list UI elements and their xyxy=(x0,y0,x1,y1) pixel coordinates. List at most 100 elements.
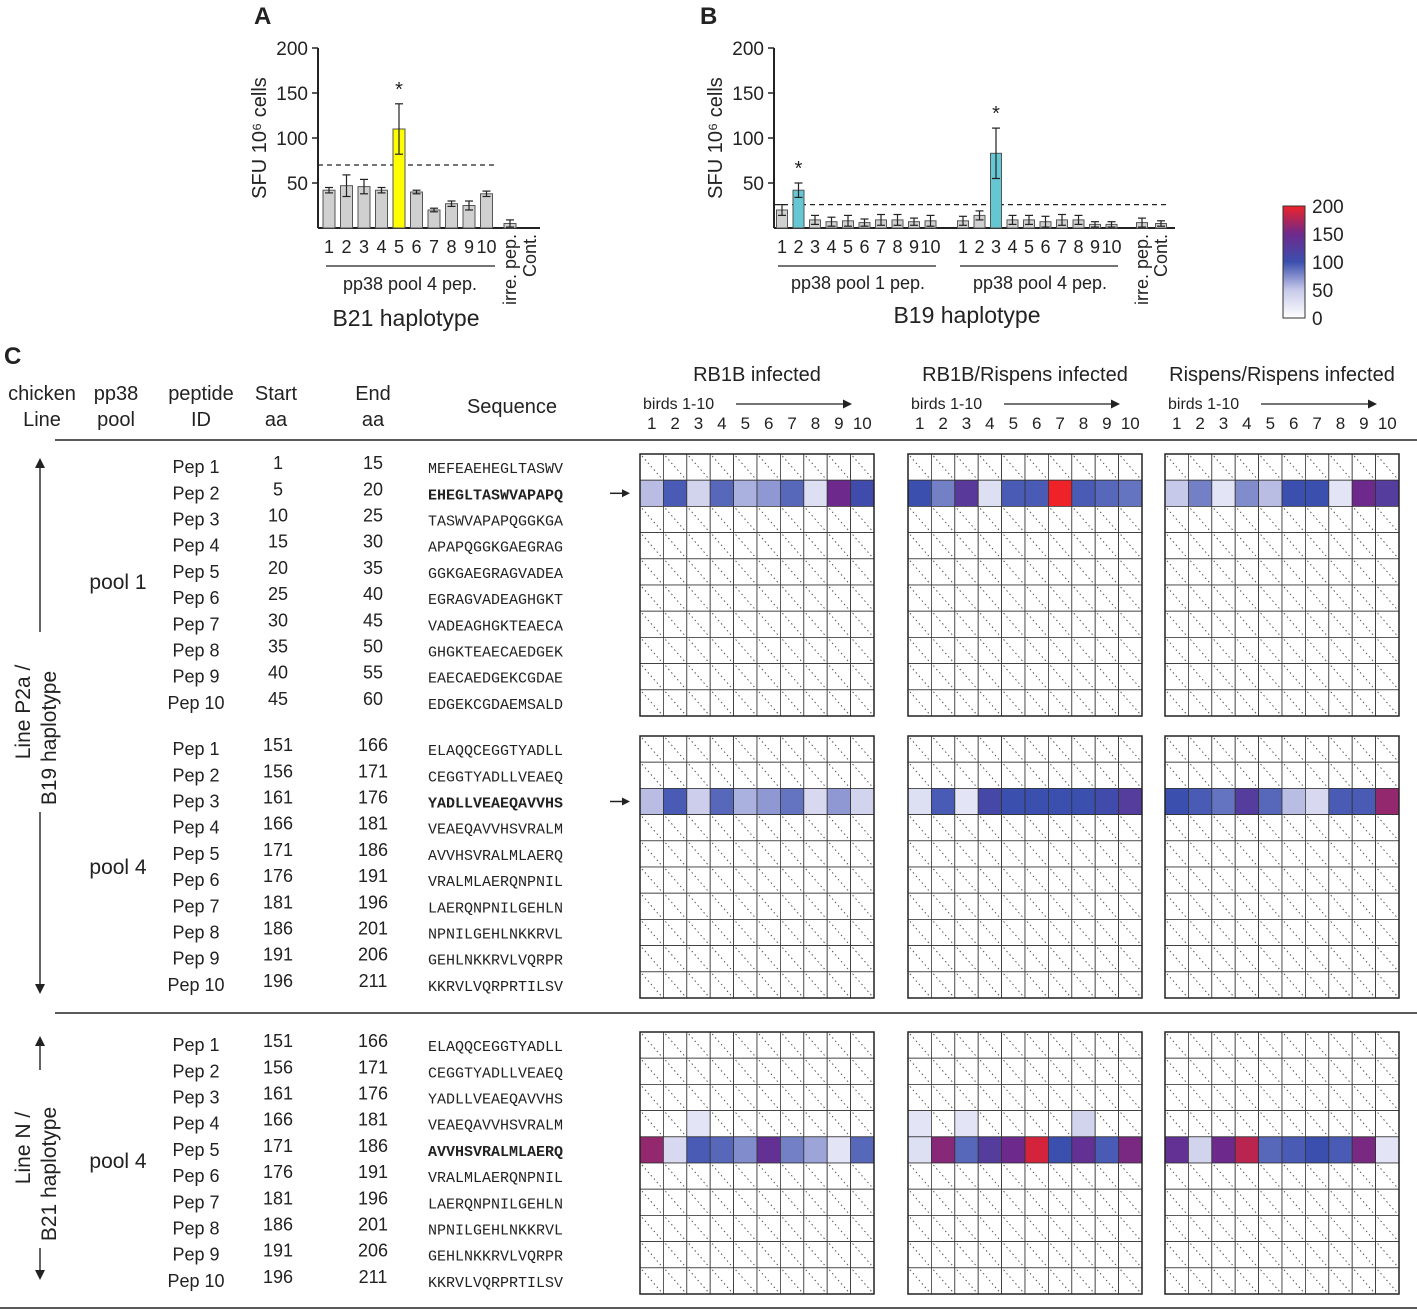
x-tick-label: 2 xyxy=(793,237,803,257)
empty-cell-diagonal xyxy=(1283,1269,1304,1293)
start-aa: 156 xyxy=(263,1057,293,1077)
empty-cell-diagonal xyxy=(909,1243,930,1267)
peptide-sequence: EGRAGVADEAGHGKT xyxy=(428,592,563,609)
empty-cell-diagonal xyxy=(735,586,756,610)
empty-cell-diagonal xyxy=(979,508,1000,531)
empty-cell-diagonal xyxy=(758,1164,779,1188)
heatmap-cell xyxy=(1234,1136,1259,1164)
empty-cell-diagonal xyxy=(1260,560,1281,584)
empty-cell-diagonal xyxy=(688,763,709,787)
x-tick-label: 7 xyxy=(876,237,886,257)
y-tick-label: 150 xyxy=(276,84,308,105)
start-aa: 5 xyxy=(273,479,283,499)
peptide-sequence: ELAQQCEGGTYADLL xyxy=(428,1039,563,1056)
empty-cell-diagonal xyxy=(1050,560,1071,584)
y-tick-label: 150 xyxy=(732,84,764,105)
empty-cell-diagonal xyxy=(1026,691,1047,715)
empty-cell-diagonal xyxy=(805,691,826,715)
empty-cell-diagonal xyxy=(805,455,826,479)
heatmap-cell xyxy=(1258,1136,1283,1164)
x-tick-label: 6 xyxy=(1040,237,1050,257)
scale-tick-label: 150 xyxy=(1312,225,1344,246)
empty-cell-diagonal xyxy=(933,1190,954,1214)
empty-cell-diagonal xyxy=(688,1086,709,1109)
empty-cell-diagonal xyxy=(711,1243,732,1267)
x-tick-label: 8 xyxy=(446,237,456,257)
bird-arrowhead xyxy=(1111,399,1120,409)
empty-cell-diagonal xyxy=(1353,1269,1374,1293)
empty-cell-diagonal xyxy=(828,1164,849,1188)
empty-cell-diagonal xyxy=(758,639,779,662)
empty-cell-diagonal xyxy=(1307,1112,1328,1136)
empty-cell-diagonal xyxy=(1120,639,1141,662)
empty-cell-diagonal xyxy=(805,921,826,944)
bar xyxy=(410,191,423,229)
bird-number: 9 xyxy=(1359,414,1368,433)
empty-cell-diagonal xyxy=(828,894,849,918)
peptide-sequence: TASWVAPAPQGGKGA xyxy=(428,514,563,531)
empty-cell-diagonal xyxy=(1353,816,1374,840)
empty-cell-diagonal xyxy=(1120,665,1141,689)
empty-cell-diagonal xyxy=(1260,763,1281,787)
empty-cell-diagonal xyxy=(828,1033,849,1057)
empty-cell-diagonal xyxy=(1236,1164,1257,1188)
peptide-id: Pep 4 xyxy=(172,1114,219,1134)
peptide-sequence: MEFEAEHEGLTASWV xyxy=(428,461,563,478)
empty-cell-diagonal xyxy=(665,534,686,558)
empty-cell-diagonal xyxy=(1050,868,1071,892)
empty-cell-diagonal xyxy=(1283,560,1304,584)
empty-cell-diagonal xyxy=(1003,816,1024,840)
peptide-sequence: EAECAEDGEKCGDAE xyxy=(428,671,563,688)
peptide-id: Pep 8 xyxy=(172,641,219,661)
empty-cell-diagonal xyxy=(1050,691,1071,715)
peptide-id: Pep 7 xyxy=(172,1192,219,1212)
empty-cell-diagonal xyxy=(688,1243,709,1267)
empty-cell-diagonal xyxy=(711,816,732,840)
empty-cell-diagonal xyxy=(1330,894,1351,918)
empty-cell-diagonal xyxy=(1283,947,1304,971)
empty-cell-diagonal xyxy=(933,612,954,636)
empty-cell-diagonal xyxy=(1260,691,1281,715)
heatmap-cell xyxy=(850,788,875,816)
empty-cell-diagonal xyxy=(956,534,977,558)
empty-cell-diagonal xyxy=(933,1059,954,1083)
bird-number: 6 xyxy=(1032,414,1041,433)
empty-cell-diagonal xyxy=(979,1059,1000,1083)
group-label: pp38 pool 1 pep. xyxy=(791,273,925,293)
y-tick-label: 200 xyxy=(276,39,308,60)
bird-number: 8 xyxy=(1079,414,1088,433)
heatmap-cell xyxy=(1164,479,1189,507)
heatmap-cell xyxy=(907,1136,932,1164)
empty-cell-diagonal xyxy=(1307,1059,1328,1083)
column-header: aa xyxy=(265,409,288,431)
empty-cell-diagonal xyxy=(1190,691,1211,715)
empty-cell-diagonal xyxy=(641,691,662,715)
empty-cell-diagonal xyxy=(956,1190,977,1214)
end-aa: 166 xyxy=(358,1031,388,1051)
end-aa: 196 xyxy=(358,892,388,912)
empty-cell-diagonal xyxy=(688,586,709,610)
x-tick-label: 5 xyxy=(1024,237,1034,257)
empty-cell-diagonal xyxy=(1166,1217,1187,1240)
empty-cell-diagonal xyxy=(735,842,756,866)
empty-cell-diagonal xyxy=(805,894,826,918)
empty-cell-diagonal xyxy=(758,1033,779,1057)
heatmap-cell xyxy=(1024,479,1049,507)
empty-cell-diagonal xyxy=(933,691,954,715)
empty-cell-diagonal xyxy=(979,612,1000,636)
empty-cell-diagonal xyxy=(1213,1217,1234,1240)
empty-cell-diagonal xyxy=(1120,1217,1141,1240)
empty-cell-diagonal xyxy=(828,763,849,787)
empty-cell-diagonal xyxy=(956,1243,977,1267)
empty-cell-diagonal xyxy=(782,947,803,971)
empty-cell-diagonal xyxy=(1236,763,1257,787)
empty-cell-diagonal xyxy=(758,1243,779,1267)
empty-cell-diagonal xyxy=(1307,737,1328,761)
empty-cell-diagonal xyxy=(1330,1269,1351,1293)
empty-cell-diagonal xyxy=(852,868,873,892)
empty-cell-diagonal xyxy=(735,560,756,584)
empty-cell-diagonal xyxy=(665,842,686,866)
end-aa: 201 xyxy=(358,919,388,939)
empty-cell-diagonal xyxy=(1190,1217,1211,1240)
